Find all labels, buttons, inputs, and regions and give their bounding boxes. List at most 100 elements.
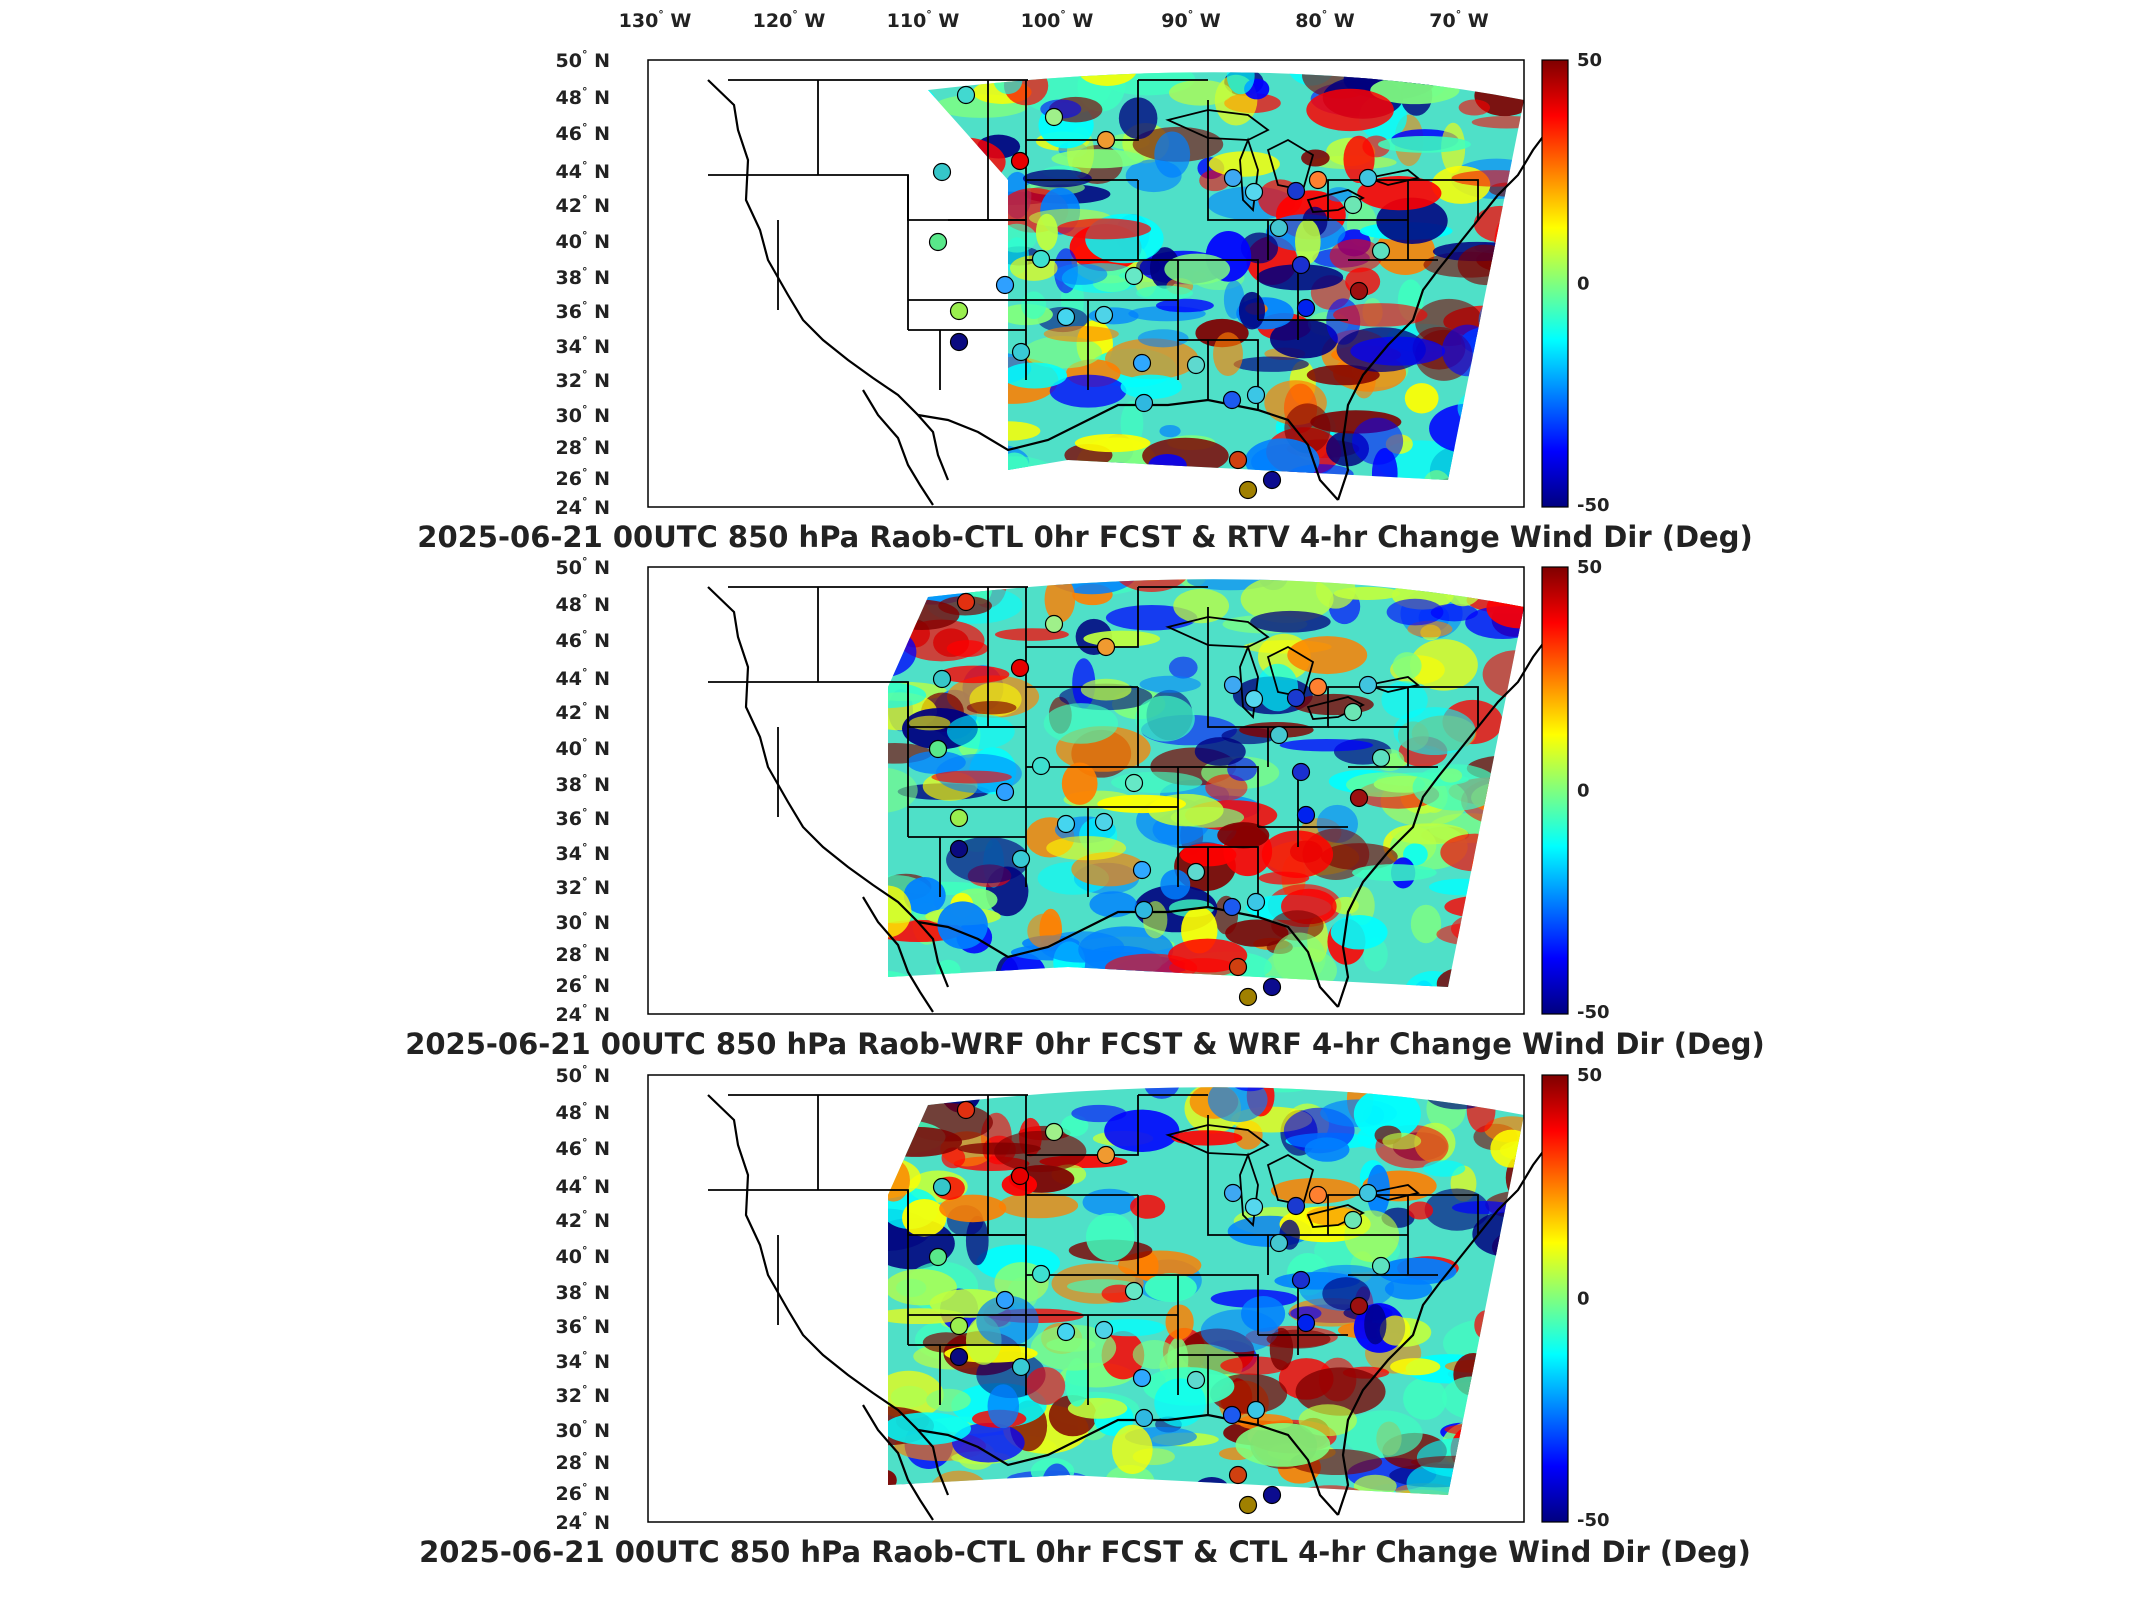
- raob-station-marker: [949, 1316, 969, 1336]
- state-boundary: [1408, 1194, 1479, 1235]
- raob-station-marker: [956, 1100, 976, 1120]
- colorbar: 50 0 -50: [1541, 557, 1610, 1023]
- raob-station-marker: [1010, 658, 1030, 678]
- panel-title: 2025-06-21 00UTC 850 hPa Raob-CTL 0hr FC…: [417, 520, 1752, 554]
- raob-station-marker: [1011, 849, 1031, 869]
- raob-station-marker: [1291, 762, 1311, 782]
- raob-station-marker: [928, 739, 948, 759]
- coastline: [917, 398, 1339, 501]
- lat-label: 50° N: [556, 555, 610, 579]
- colorbar-gradient: [1541, 566, 1569, 1015]
- great-lake: [1364, 169, 1421, 186]
- raob-station-marker: [1186, 862, 1206, 882]
- map-panel-2: 50° N 48° N 46° N 44° N 42° N 40° N 38° N 36° N…: [405, 555, 1765, 1061]
- raob-station-marker: [1222, 390, 1242, 410]
- raob-station-marker: [1343, 702, 1363, 722]
- raob-station-marker: [1186, 355, 1206, 375]
- raob-station-marker: [1228, 450, 1248, 470]
- raob-station-marker: [1010, 1166, 1030, 1186]
- great-lake: [1266, 645, 1315, 699]
- raob-station-marker: [1094, 1320, 1114, 1340]
- raob-station-marker: [1291, 1270, 1311, 1290]
- raob-station-marker: [1296, 298, 1316, 318]
- raob-station-marker: [1132, 1368, 1152, 1388]
- raob-station-marker: [1094, 812, 1114, 832]
- state-boundary: [948, 726, 1027, 807]
- lat-label: 30° N: [556, 1418, 610, 1442]
- raob-station-marker: [1011, 1357, 1031, 1377]
- raob-stations: [928, 592, 1391, 1007]
- raob-station-marker: [1349, 1296, 1369, 1316]
- lat-label: 42° N: [556, 700, 610, 724]
- raob-station-marker: [1269, 218, 1289, 238]
- lat-axis-labels: 50° N 48° N 46° N 44° N 42° N 40° N 38° N 36° N…: [556, 1063, 610, 1534]
- lat-label: 30° N: [556, 403, 610, 427]
- raob-station-marker: [1246, 892, 1266, 912]
- great-lake: [1165, 616, 1270, 648]
- coastline-and-boundaries: [707, 79, 1549, 506]
- panel-title: 2025-06-21 00UTC 850 hPa Raob-WRF 0hr FC…: [405, 1027, 1765, 1061]
- raob-station-marker: [1343, 1210, 1363, 1230]
- raob-station-marker: [1296, 1313, 1316, 1333]
- raob-station-marker: [932, 669, 952, 689]
- raob-station-marker: [1262, 1485, 1282, 1505]
- lat-label: 34° N: [556, 1349, 610, 1373]
- raob-station-marker: [1349, 788, 1369, 808]
- raob-station-marker: [932, 1177, 952, 1197]
- raob-station-marker: [995, 782, 1015, 802]
- raob-station-marker: [956, 592, 976, 612]
- raob-station-marker: [1238, 480, 1258, 500]
- lon-label-70: 70° W: [1429, 8, 1489, 32]
- raob-station-marker: [1244, 1197, 1264, 1217]
- great-lake: [1239, 137, 1259, 212]
- lat-label: 38° N: [556, 265, 610, 289]
- raob-station-marker: [1308, 677, 1328, 697]
- raob-station-marker: [1358, 168, 1378, 188]
- state-boundary: [1207, 1115, 1268, 1236]
- raob-station-marker: [1343, 195, 1363, 215]
- raob-station-marker: [949, 839, 969, 859]
- raob-station-marker: [928, 232, 948, 252]
- lat-label: 42° N: [556, 1208, 610, 1232]
- raob-station-marker: [949, 332, 969, 352]
- raob-station-marker: [1358, 675, 1378, 695]
- raob-station-marker: [1228, 1465, 1248, 1485]
- raob-station-marker: [956, 85, 976, 105]
- lat-label: 28° N: [556, 1450, 610, 1474]
- lon-label-110: 110° W: [887, 8, 960, 32]
- raob-station-marker: [1222, 1405, 1242, 1425]
- raob-station-marker: [1244, 182, 1264, 202]
- raob-station-marker: [1286, 688, 1306, 708]
- raob-station-marker: [1246, 385, 1266, 405]
- great-lake: [1266, 138, 1315, 192]
- raob-station-marker: [1269, 1233, 1289, 1253]
- lat-label: 42° N: [556, 193, 610, 217]
- raob-station-marker: [949, 808, 969, 828]
- colorbar-min-label: -50: [1577, 1510, 1610, 1531]
- raob-station-marker: [1056, 814, 1076, 834]
- lat-label: 46° N: [556, 628, 610, 652]
- raob-station-marker: [1124, 266, 1144, 286]
- raob-station-marker: [995, 1290, 1015, 1310]
- state-boundary: [948, 1234, 1027, 1315]
- raob-station-marker: [1349, 281, 1369, 301]
- colorbar: 50 0 -50: [1541, 1065, 1610, 1531]
- raob-station-marker: [1044, 614, 1064, 634]
- coastline: [707, 586, 950, 988]
- lat-label: 50° N: [556, 1063, 610, 1087]
- coastline-and-boundaries: [707, 1094, 1549, 1521]
- lon-axis-labels: 130° W 120° W 110° W 100° W 90° W 80° W …: [619, 8, 1489, 32]
- lon-label-130: 130° W: [619, 8, 692, 32]
- great-lake: [1165, 109, 1270, 141]
- raob-station-marker: [1186, 1370, 1206, 1390]
- raob-station-marker: [1238, 1495, 1258, 1515]
- lat-label: 48° N: [556, 592, 610, 616]
- lat-label: 26° N: [556, 973, 610, 997]
- panel-title: 2025-06-21 00UTC 850 hPa Raob-CTL 0hr FC…: [419, 1535, 1751, 1569]
- raob-stations: [928, 85, 1391, 500]
- raob-station-marker: [1094, 305, 1114, 325]
- lat-label: 40° N: [556, 1244, 610, 1268]
- colorbar-mid-label: 0: [1577, 781, 1590, 802]
- lat-label: 44° N: [556, 159, 610, 183]
